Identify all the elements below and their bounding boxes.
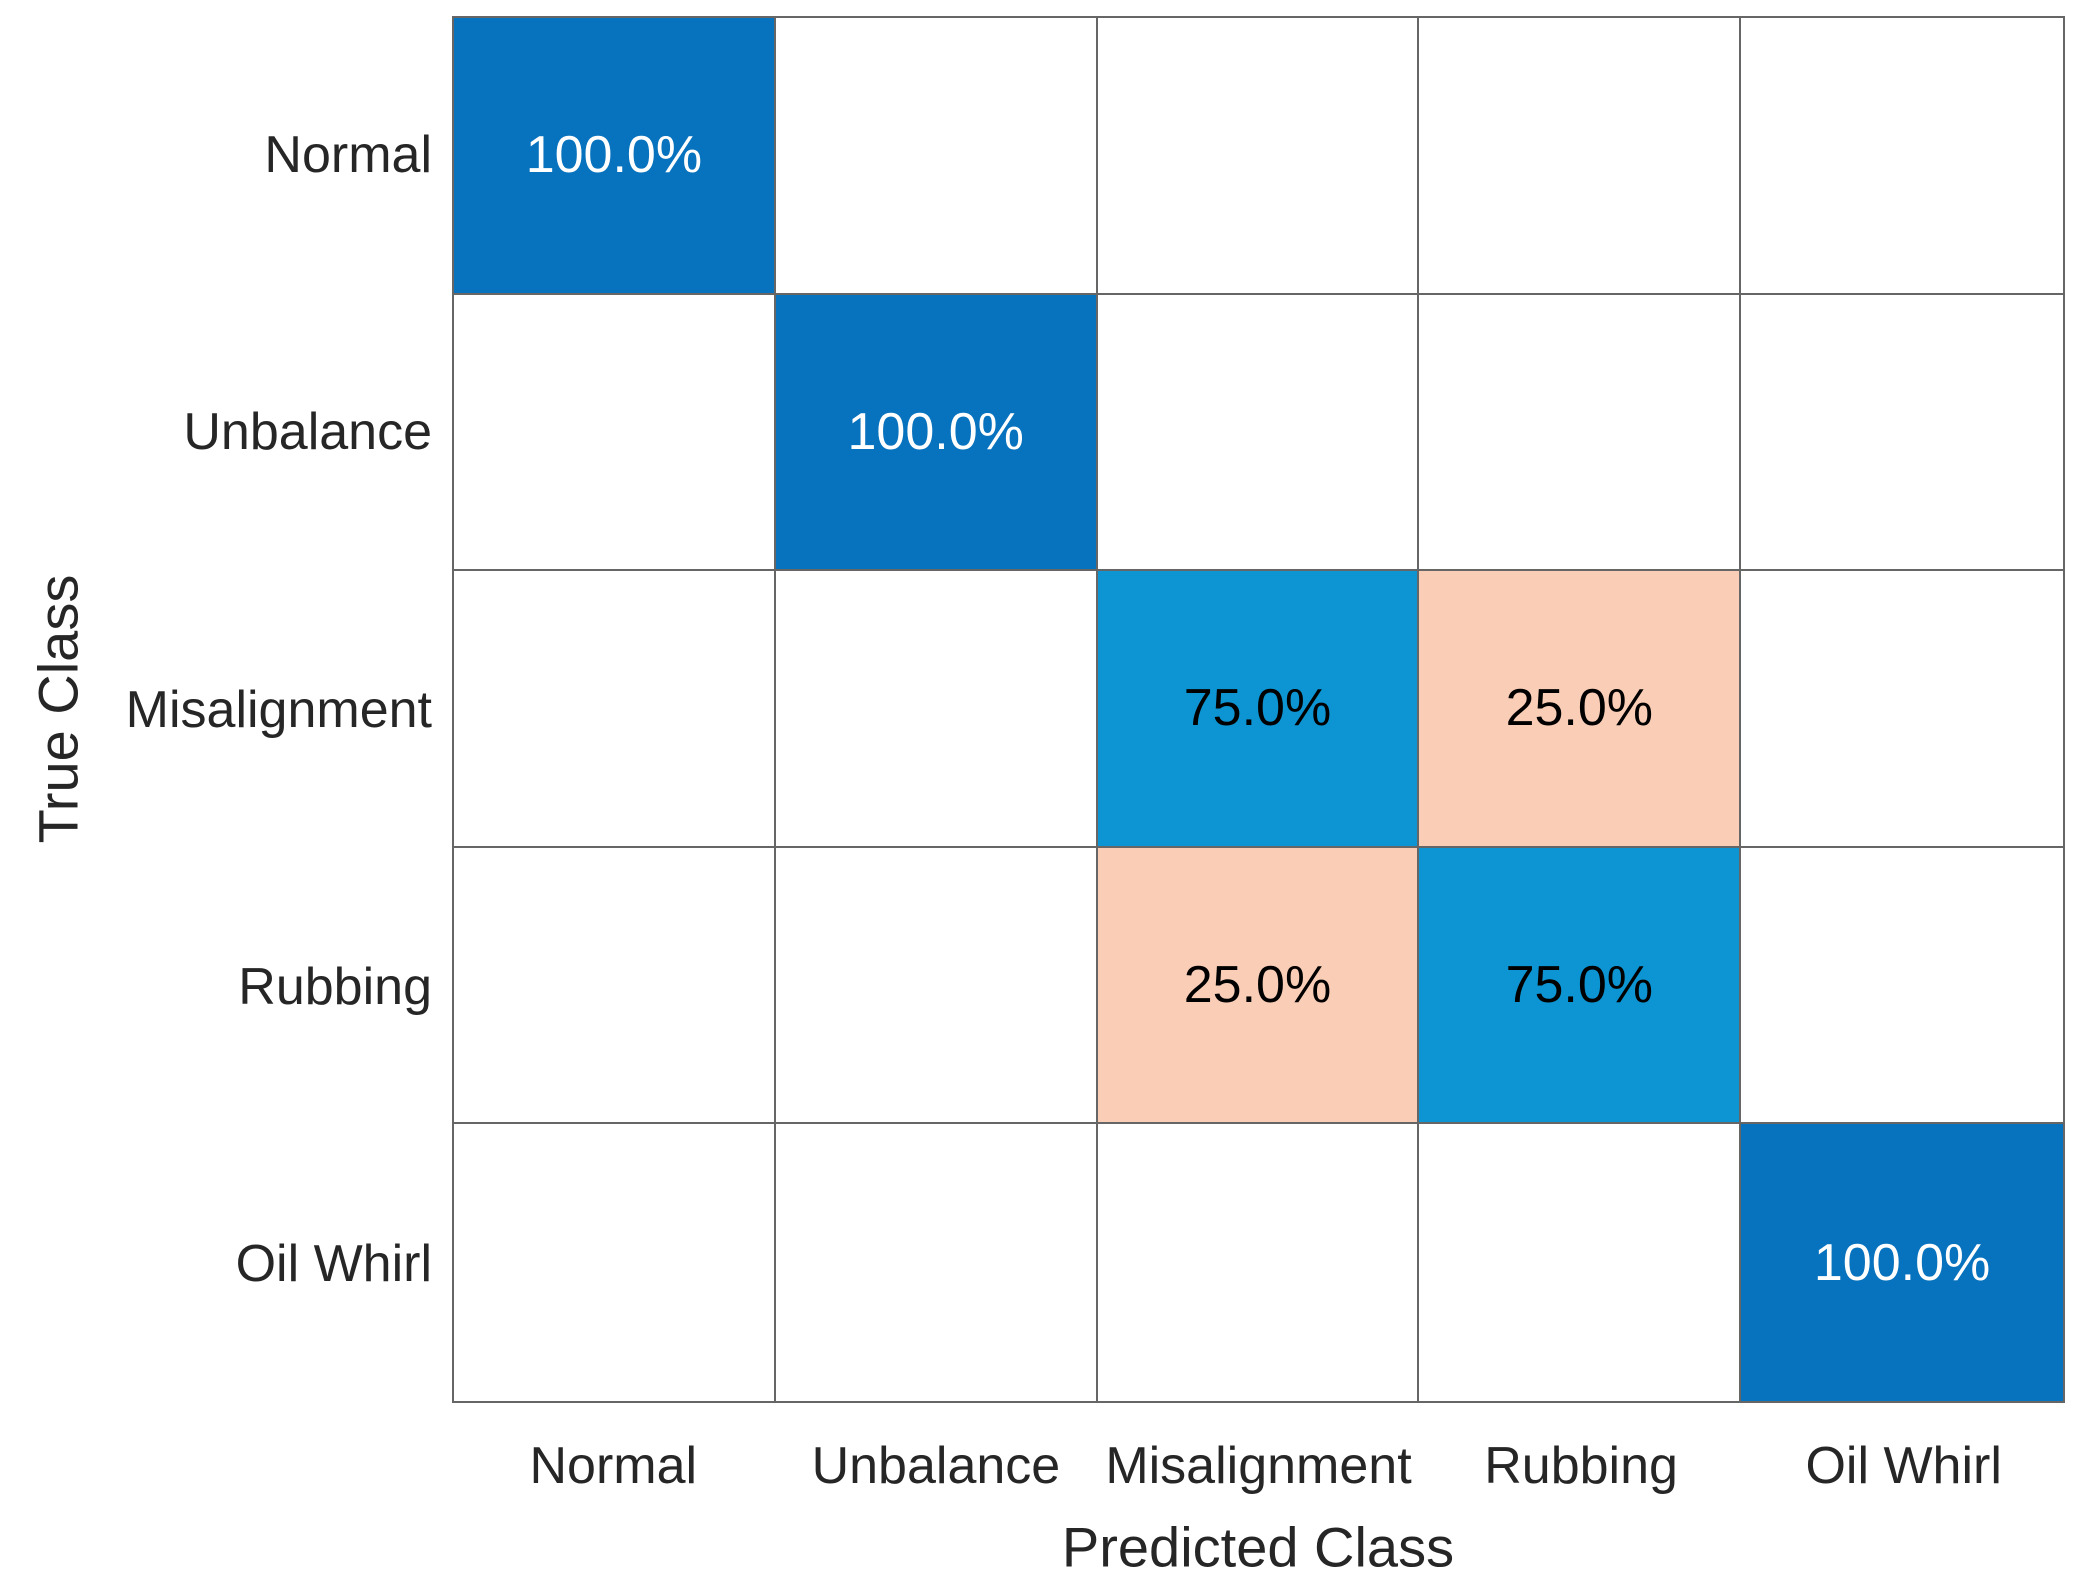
y-tick-label: Misalignment <box>125 680 432 739</box>
matrix-cell: 100.0% <box>454 18 776 295</box>
matrix-cell: 75.0% <box>1419 847 1742 1125</box>
matrix-cell: 75.0% <box>1097 571 1420 848</box>
matrix-cell <box>1741 847 2063 1125</box>
confusion-matrix-grid: 100.0% 100.0% 75.0% 25.0% 25.0% 75.0% 100.0% <box>452 16 2065 1403</box>
matrix-cell <box>775 18 1098 295</box>
y-tick-labels: Normal Unbalance Misalignment Rubbing Oil Wh… <box>0 16 432 1403</box>
matrix-cell <box>1097 1124 1420 1401</box>
cell-value: 75.0% <box>1505 956 1654 1015</box>
matrix-cell <box>1419 294 1742 572</box>
y-tick-label: Normal <box>264 125 432 184</box>
x-tick-label: Rubbing <box>1484 1437 1678 1495</box>
cell-value: 100.0% <box>1813 1233 1991 1292</box>
matrix-cell <box>1097 18 1420 295</box>
matrix-cell <box>454 847 776 1125</box>
matrix-cell: 100.0% <box>775 294 1098 572</box>
x-tick-label: Misalignment <box>1105 1437 1412 1495</box>
matrix-cell <box>1741 294 2063 572</box>
matrix-cell <box>775 1124 1098 1401</box>
matrix-cell <box>1741 18 2063 295</box>
cell-value: 100.0% <box>847 402 1024 461</box>
matrix-cell <box>1419 1124 1742 1401</box>
matrix-cell: 100.0% <box>1741 1124 2063 1401</box>
matrix-cell <box>1097 294 1420 572</box>
x-tick-label: Oil Whirl <box>1805 1437 2002 1495</box>
y-tick-label: Unbalance <box>183 403 432 462</box>
y-tick-label: Rubbing <box>238 957 432 1016</box>
matrix-cell: 25.0% <box>1097 847 1420 1125</box>
x-tick-label: Unbalance <box>811 1437 1061 1495</box>
x-axis-title: Predicted Class <box>1061 1515 1455 1579</box>
matrix-cell <box>775 847 1098 1125</box>
matrix-cell <box>454 1124 776 1401</box>
matrix-cell <box>454 571 776 848</box>
cell-value: 75.0% <box>1183 679 1332 738</box>
x-tick-label: Normal <box>529 1437 698 1495</box>
matrix-cell: 25.0% <box>1419 571 1742 848</box>
cell-value: 25.0% <box>1505 679 1654 738</box>
y-tick-label: Oil Whirl <box>235 1235 432 1294</box>
cell-value: 100.0% <box>525 126 703 185</box>
cell-value: 25.0% <box>1183 956 1332 1015</box>
matrix-cell <box>1419 18 1742 295</box>
matrix-cell <box>775 571 1098 848</box>
matrix-cell <box>1741 571 2063 848</box>
x-tick-labels: Normal Unbalance Misalignment Rubbing Oil Wh… <box>452 1420 2065 1512</box>
matrix-cell <box>454 294 776 572</box>
